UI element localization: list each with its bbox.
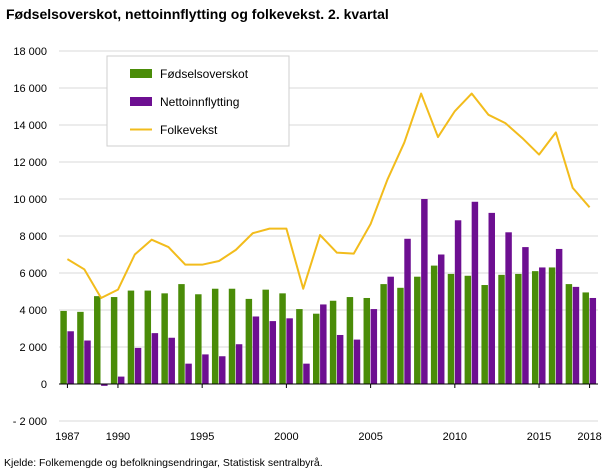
legend-label-nettoinnflytting: Nettoinnflytting [160, 95, 239, 109]
bar-fodselsoverskot-1991 [127, 290, 135, 384]
x-tick-label: 1995 [190, 431, 214, 443]
y-tick-label: 16 000 [13, 83, 47, 95]
bar-fodselsoverskot-1999 [262, 289, 269, 384]
bar-fodselsoverskot-2010 [447, 273, 455, 384]
y-tick-label: 12 000 [13, 157, 47, 169]
x-tick-label: 2010 [443, 431, 467, 443]
bar-nettoinnflytting-1988 [84, 340, 91, 384]
bar-nettoinnflytting-1987 [67, 331, 74, 384]
bar-nettoinnflytting-1993 [168, 337, 175, 384]
bar-nettoinnflytting-2002 [320, 304, 327, 384]
legend-label-folkevekst: Folkevekst [160, 123, 218, 137]
x-axis-ticks: 1987 1990 1995 2000 2005 2010 2015 2018 [55, 384, 602, 443]
y-tick-label: 8 000 [19, 231, 47, 243]
bar-nettoinnflytting-2016 [555, 248, 563, 384]
y-tick-label: 18 000 [13, 46, 47, 58]
bar-nettoinnflytting-2005 [370, 309, 378, 384]
legend: Fødselsoverskot Nettoinnflytting Folkeve… [106, 55, 290, 147]
bar-nettoinnflytting-2004 [353, 339, 361, 384]
x-tick-label: 2018 [577, 431, 601, 443]
y-tick-label: - 2 000 [13, 416, 47, 428]
bar-fodselsoverskot-1998 [245, 298, 253, 384]
bar-fodselsoverskot-2018 [582, 292, 589, 384]
y-tick-label: 0 [41, 379, 47, 391]
bar-nettoinnflytting-1996 [219, 356, 226, 384]
bar-nettoinnflytting-2003 [336, 334, 344, 384]
bar-fodselsoverskot-2000 [279, 293, 286, 384]
bar-fodselsoverskot-1990 [110, 297, 118, 384]
bar-nettoinnflytting-2015 [539, 267, 546, 384]
bar-fodselsoverskot-1987 [60, 310, 67, 384]
bar-fodselsoverskot-2007 [397, 287, 404, 384]
bar-fodselsoverskot-2013 [498, 274, 505, 384]
bar-fodselsoverskot-2004 [346, 297, 354, 384]
bar-nettoinnflytting-1998 [252, 316, 260, 384]
line-folkevekst [66, 92, 591, 299]
y-tick-label: 14 000 [13, 120, 47, 132]
bar-fodselsoverskot-1988 [77, 311, 84, 384]
line-series [66, 92, 591, 299]
bar-fodselsoverskot-1992 [144, 290, 152, 384]
bar-fodselsoverskot-1994 [178, 284, 185, 384]
bar-nettoinnflytting-2017 [572, 286, 580, 385]
x-tick-label: 2015 [527, 431, 551, 443]
bar-series [60, 199, 597, 386]
bar-fodselsoverskot-2011 [464, 275, 472, 384]
bar-fodselsoverskot-1997 [228, 288, 236, 384]
bar-fodselsoverskot-1996 [211, 288, 219, 384]
bar-fodselsoverskot-2006 [380, 284, 387, 384]
bar-fodselsoverskot-2003 [329, 300, 337, 384]
bar-nettoinnflytting-2011 [471, 201, 479, 384]
bar-fodselsoverskot-2001 [296, 309, 303, 384]
bar-nettoinnflytting-2012 [488, 212, 495, 385]
legend-swatch-nettoinnflytting [130, 97, 152, 106]
bar-fodselsoverskot-2012 [481, 285, 488, 384]
bar-nettoinnflytting-2018 [589, 297, 597, 384]
bar-fodselsoverskot-2002 [313, 313, 320, 384]
bar-nettoinnflytting-1991 [134, 347, 142, 384]
source-note: Kjelde: Folkemengde og befolkningsendrin… [4, 457, 323, 469]
chart-title: Fødselsoverskot, nettoinnflytting og fol… [6, 6, 389, 22]
bar-fodselsoverskot-2005 [363, 297, 371, 384]
bar-nettoinnflytting-1997 [235, 344, 243, 384]
bar-nettoinnflytting-1999 [269, 321, 277, 384]
bar-nettoinnflytting-2000 [286, 318, 293, 384]
bar-nettoinnflytting-2009 [437, 254, 445, 384]
bar-nettoinnflytting-1994 [185, 363, 192, 384]
bar-fodselsoverskot-2015 [531, 271, 539, 384]
y-tick-label: 2 000 [19, 342, 47, 354]
y-tick-label: 6 000 [19, 268, 47, 280]
x-tick-label: 2000 [274, 431, 298, 443]
bar-fodselsoverskot-1995 [195, 294, 202, 384]
bar-nettoinnflytting-2008 [421, 199, 428, 384]
bar-fodselsoverskot-2008 [414, 276, 421, 384]
bar-fodselsoverskot-2016 [548, 267, 556, 384]
x-tick-label: 1987 [55, 431, 79, 443]
bar-nettoinnflytting-2001 [303, 363, 310, 384]
bar-nettoinnflytting-1989 [101, 384, 108, 386]
bar-nettoinnflytting-2007 [404, 238, 411, 384]
legend-label-fodselsoverskot: Fødselsoverskot [160, 67, 249, 81]
bar-nettoinnflytting-1990 [117, 376, 125, 384]
legend-swatch-fodselsoverskot [130, 69, 152, 78]
x-tick-label: 2005 [358, 431, 382, 443]
bar-nettoinnflytting-1995 [202, 354, 209, 384]
bar-fodselsoverskot-1989 [94, 296, 101, 385]
bar-fodselsoverskot-2014 [515, 273, 522, 384]
bar-fodselsoverskot-2017 [565, 284, 573, 384]
y-tick-label: 10 000 [13, 194, 47, 206]
y-tick-label: 4 000 [19, 305, 47, 317]
bar-nettoinnflytting-1992 [151, 333, 159, 385]
bar-fodselsoverskot-2009 [430, 265, 438, 384]
bar-nettoinnflytting-2014 [522, 247, 529, 384]
bar-fodselsoverskot-1993 [161, 293, 168, 384]
bar-nettoinnflytting-2013 [505, 232, 512, 384]
bar-nettoinnflytting-2006 [387, 276, 394, 384]
bar-nettoinnflytting-2010 [454, 220, 462, 384]
x-tick-label: 1990 [106, 431, 130, 443]
y-axis-ticks: - 2 000 0 2 000 4 000 6 000 8 000 10 000 12 000… [13, 46, 47, 428]
